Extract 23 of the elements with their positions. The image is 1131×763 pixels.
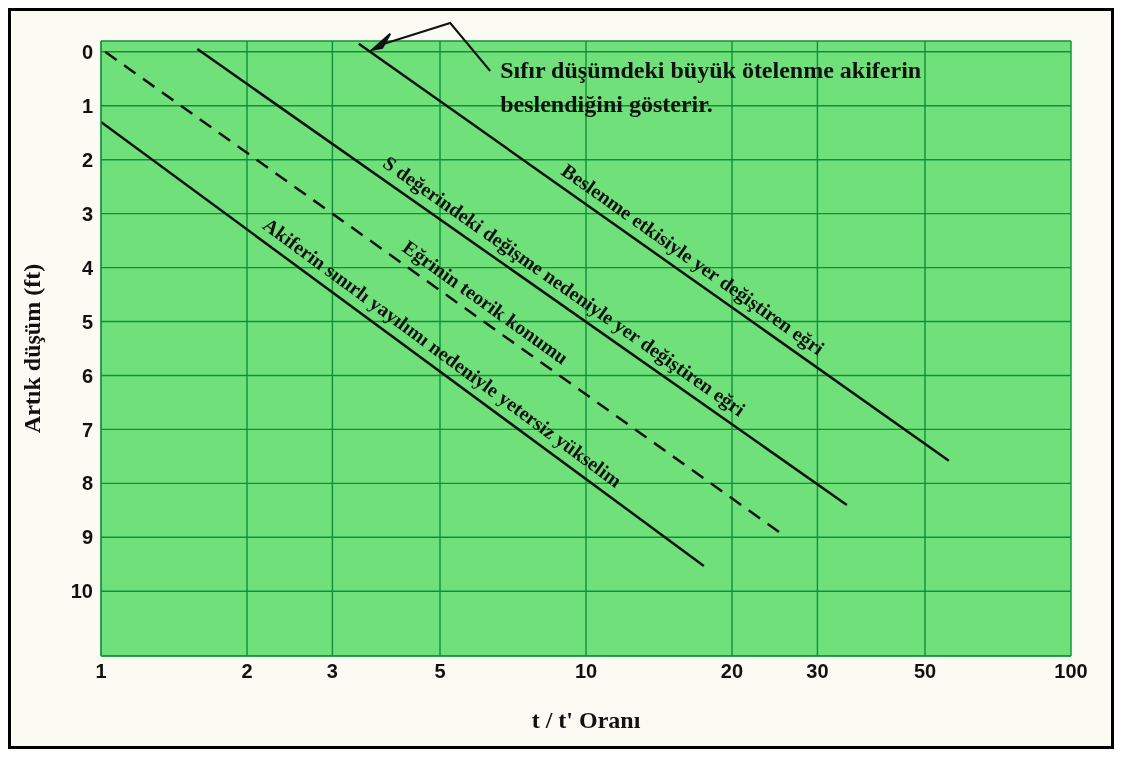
x-tick-label: 5 <box>434 660 446 683</box>
y-tick-label: 1 <box>81 94 93 117</box>
y-tick-label: 9 <box>81 526 93 549</box>
x-tick-label: 30 <box>806 660 829 683</box>
y-tick-label: 8 <box>81 472 93 495</box>
y-tick-label: 5 <box>81 310 93 333</box>
x-tick-label: 50 <box>913 660 937 683</box>
x-tick-label: 10 <box>574 660 598 683</box>
x-tick-label: 20 <box>720 660 744 683</box>
y-axis-title: Artık düşüm (ft) <box>18 263 45 434</box>
y-tick-label: 7 <box>81 418 93 441</box>
y-tick-label: 6 <box>81 364 93 387</box>
y-tick-label: 0 <box>81 40 93 63</box>
x-tick-label: 2 <box>241 660 253 683</box>
x-tick-label: 100 <box>1054 660 1088 683</box>
annotation: Sıfır düşümdeki büyük ötelenme akiferin beslendiğini gösterir. <box>500 56 923 119</box>
y-tick-label: 2 <box>81 148 93 171</box>
y-tick-label: 3 <box>81 202 93 225</box>
y-tick-label: 10 <box>70 580 93 603</box>
x-axis-title: t / t' Oranı <box>531 707 641 733</box>
x-tick-label: 1 <box>95 660 107 683</box>
x-tick-label: 3 <box>326 660 338 683</box>
y-tick-label: 4 <box>81 256 94 279</box>
